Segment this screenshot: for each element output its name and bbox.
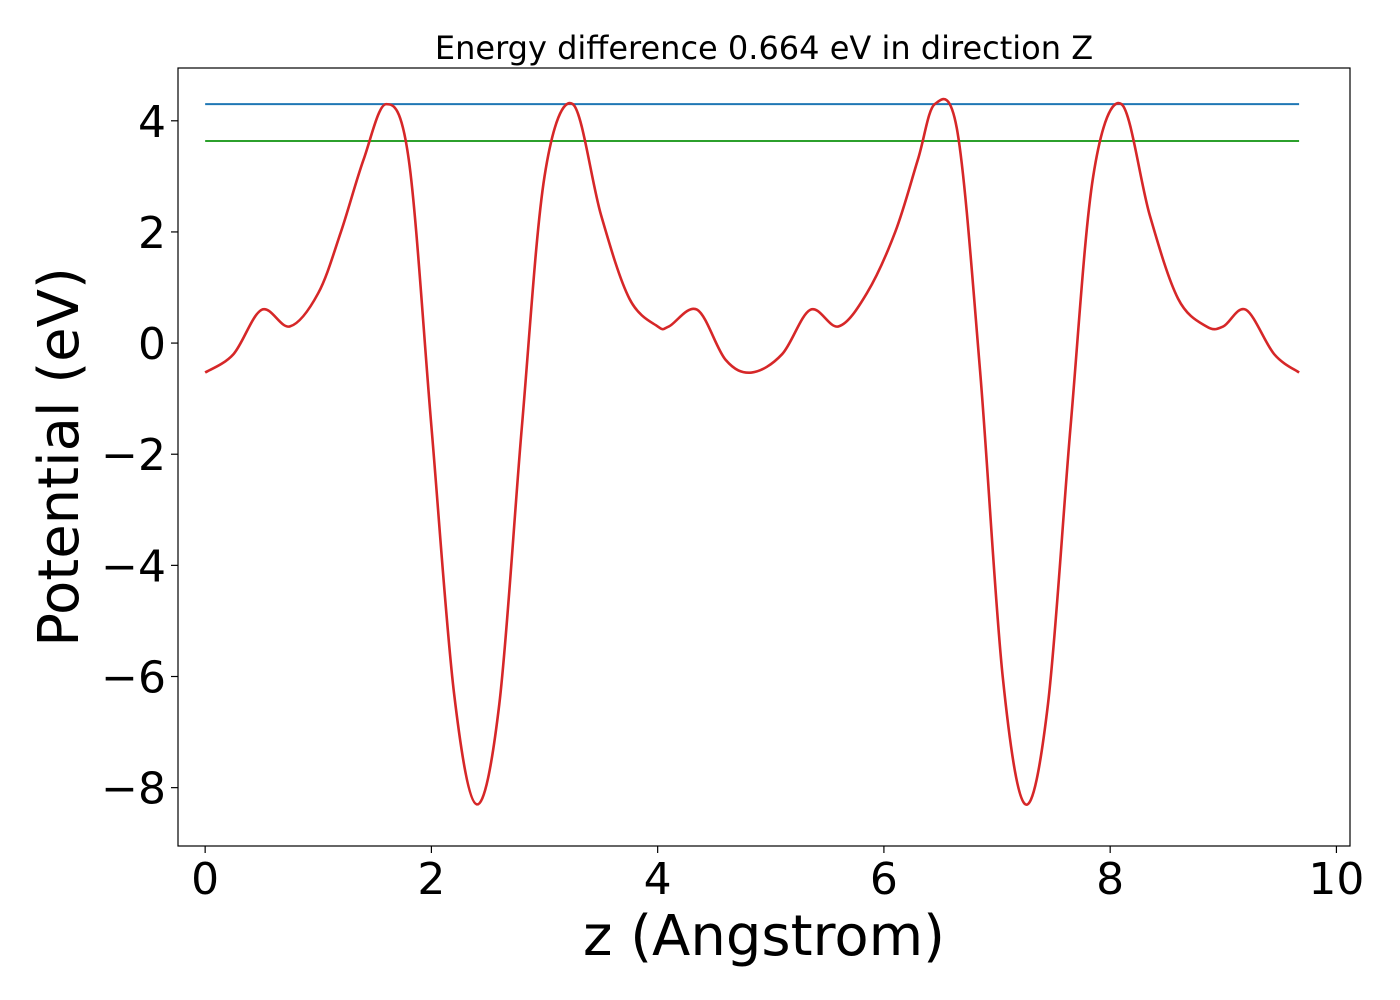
- y-tick-label: −4: [101, 541, 166, 592]
- x-tick-label: 2: [417, 854, 445, 905]
- plot-lines: [204, 97, 1300, 806]
- chart-title: Energy difference 0.664 eV in direction …: [435, 29, 1093, 67]
- y-tick-label: −6: [101, 653, 166, 704]
- y-tick-label: 2: [138, 208, 166, 259]
- y-tick-label: −2: [101, 430, 166, 481]
- x-tick-label: 4: [644, 854, 672, 905]
- y-tick-label: 0: [138, 319, 166, 370]
- x-tick-label: 10: [1308, 854, 1364, 905]
- plot-frame: [177, 67, 1351, 847]
- y-axis: 4 2 0 −2 −4 −6 −8: [101, 97, 178, 815]
- x-axis: 0 2 4 6 8 10: [191, 846, 1364, 905]
- x-axis-label: z (Angstrom): [583, 904, 945, 969]
- y-tick-label: 4: [138, 97, 166, 148]
- y-axis-label: Potential (eV): [27, 267, 92, 647]
- x-tick-label: 8: [1096, 854, 1124, 905]
- x-tick-label: 0: [191, 854, 219, 905]
- x-tick-label: 6: [870, 854, 898, 905]
- y-tick-label: −8: [101, 764, 166, 815]
- series-line-3: [204, 97, 1300, 806]
